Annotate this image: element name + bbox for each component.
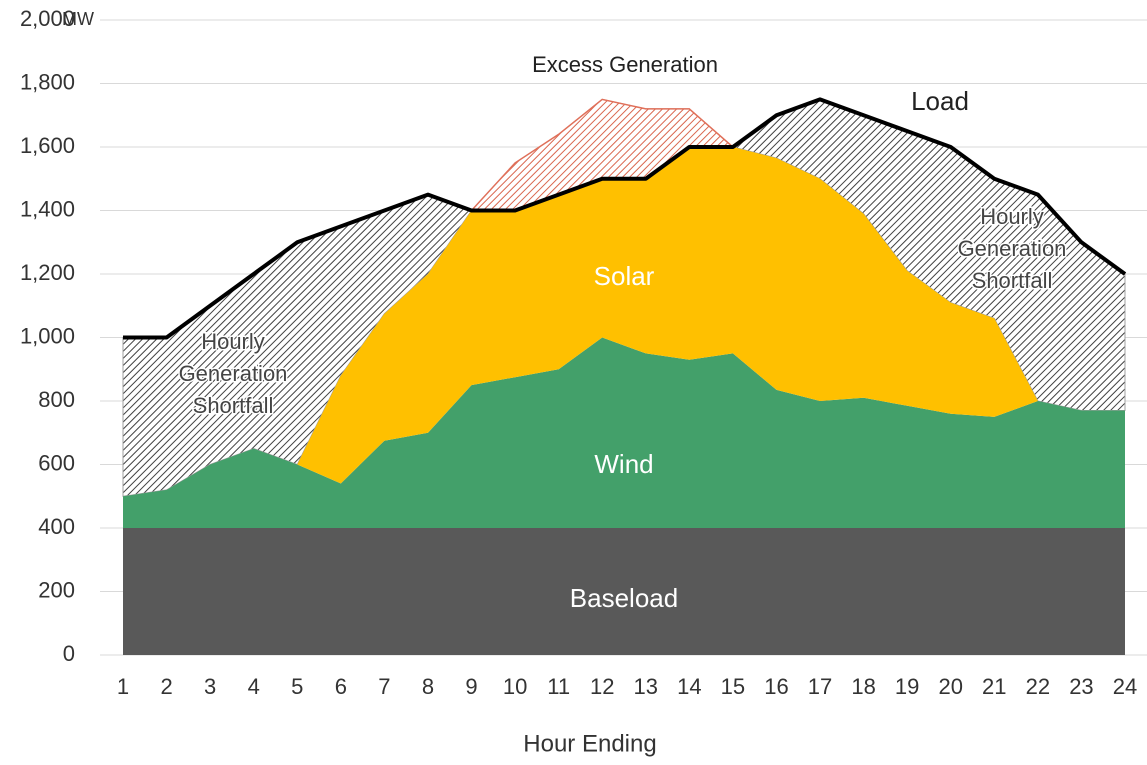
x-tick-label: 7	[378, 674, 390, 699]
series-label: Load	[911, 86, 969, 116]
series-label: Baseload	[570, 583, 678, 613]
x-tick-label: 18	[851, 674, 875, 699]
y-tick-label: 600	[38, 450, 75, 475]
x-tick-label: 8	[422, 674, 434, 699]
x-tick-label: 24	[1113, 674, 1137, 699]
y-tick-label: 1,800	[20, 69, 75, 94]
annotation: Shortfall	[972, 268, 1053, 293]
annotation: Shortfall	[193, 393, 274, 418]
x-tick-label: 22	[1026, 674, 1050, 699]
x-tick-label: 1	[117, 674, 129, 699]
area-solar	[123, 147, 1125, 497]
x-tick-label: 21	[982, 674, 1006, 699]
x-axis-label: Hour Ending	[523, 730, 656, 757]
x-tick-label: 5	[291, 674, 303, 699]
area-wind	[123, 337, 1125, 528]
y-tick-label: 1,600	[20, 133, 75, 158]
x-tick-label: 9	[465, 674, 477, 699]
series-label: Solar	[594, 261, 655, 291]
y-tick-label: 1,000	[20, 323, 75, 348]
x-tick-label: 4	[248, 674, 260, 699]
y-tick-label: 200	[38, 577, 75, 602]
y-tick-label: 800	[38, 387, 75, 412]
x-tick-label: 10	[503, 674, 527, 699]
y-tick-label: 400	[38, 514, 75, 539]
area-baseload	[123, 528, 1125, 655]
series-label: Wind	[594, 449, 653, 479]
x-tick-label: 16	[764, 674, 788, 699]
x-tick-label: 3	[204, 674, 216, 699]
y-tick-label: 0	[63, 641, 75, 666]
y-tick-label: 1,400	[20, 196, 75, 221]
annotation: Generation	[958, 236, 1067, 261]
x-tick-label: 2	[160, 674, 172, 699]
y-tick-label: 2,000	[20, 6, 75, 31]
x-tick-label: 6	[335, 674, 347, 699]
annotation: Hourly	[980, 204, 1044, 229]
annotation: Excess Generation	[532, 52, 718, 77]
x-tick-label: 17	[808, 674, 832, 699]
x-tick-label: 13	[634, 674, 658, 699]
x-tick-label: 23	[1069, 674, 1093, 699]
y-axis-unit: MW	[62, 9, 94, 29]
y-tick-label: 1,200	[20, 260, 75, 285]
x-tick-label: 20	[938, 674, 962, 699]
x-tick-label: 12	[590, 674, 614, 699]
x-tick-label: 19	[895, 674, 919, 699]
x-tick-label: 14	[677, 674, 701, 699]
load-line	[123, 97, 1127, 340]
x-tick-label: 15	[721, 674, 745, 699]
annotation: Hourly	[201, 329, 265, 354]
annotation: Generation	[179, 361, 288, 386]
x-tick-label: 11	[547, 674, 570, 699]
